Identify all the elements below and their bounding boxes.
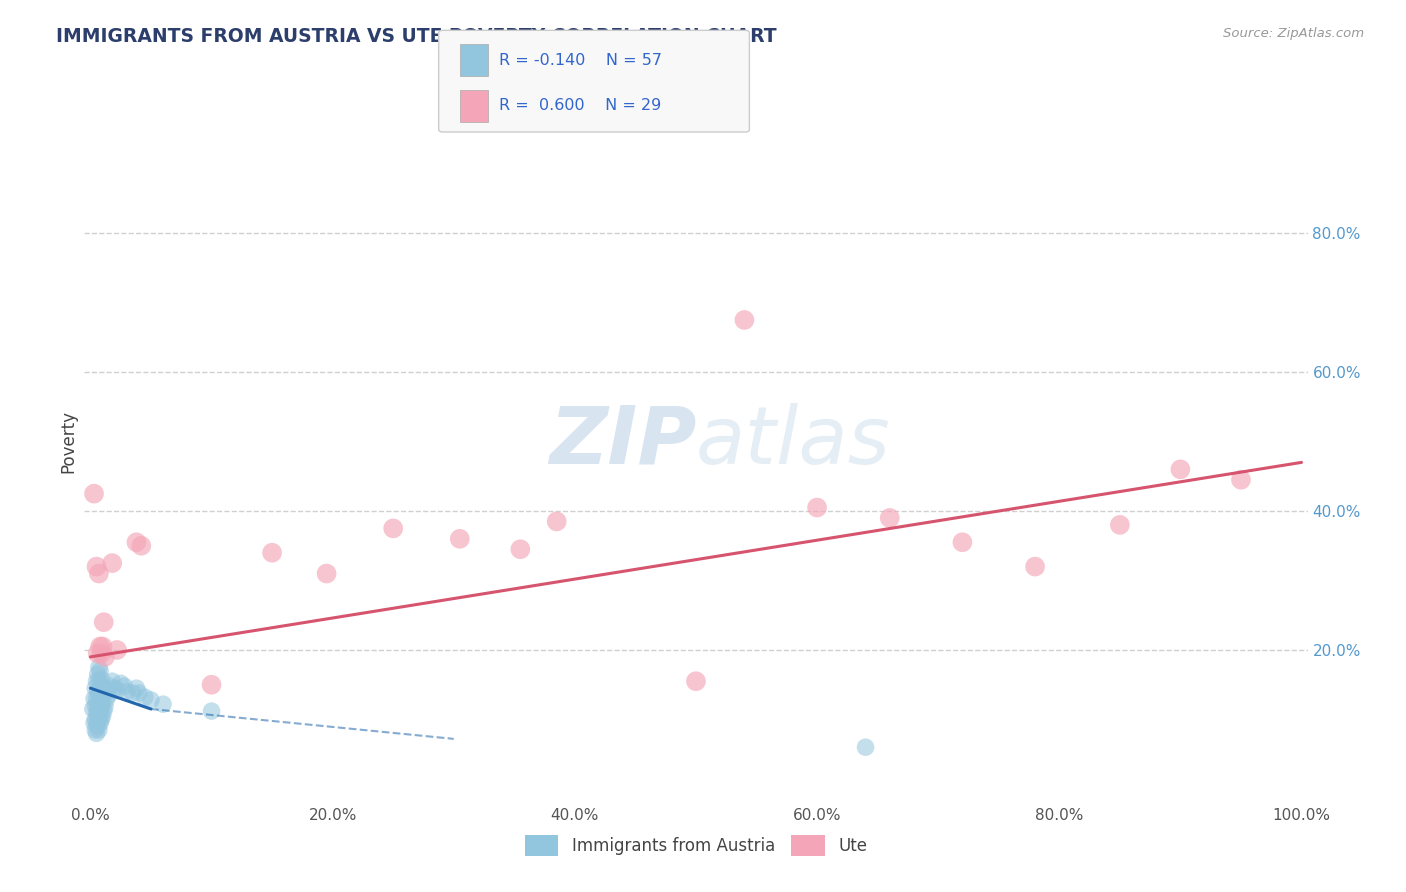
- Point: [90, 688, 112, 702]
- Point: [86, 647, 108, 661]
- Point: [134, 690, 156, 705]
- Point: [93, 704, 115, 718]
- Point: [89, 706, 111, 720]
- Point: [93, 686, 115, 700]
- Point: [96, 693, 118, 707]
- Point: [91, 697, 114, 711]
- Point: [86, 715, 108, 730]
- Point: [509, 542, 531, 557]
- Point: [105, 683, 128, 698]
- Point: [84, 723, 107, 737]
- Point: [87, 674, 110, 689]
- Point: [94, 649, 117, 664]
- Point: [200, 678, 222, 692]
- Point: [546, 515, 568, 529]
- Point: [105, 643, 128, 657]
- Text: Source: ZipAtlas.com: Source: ZipAtlas.com: [1223, 27, 1364, 40]
- Text: atlas: atlas: [696, 402, 891, 481]
- Point: [86, 706, 108, 720]
- Point: [83, 486, 105, 500]
- Text: IMMIGRANTS FROM AUSTRIA VS UTE POVERTY CORRELATION CHART: IMMIGRANTS FROM AUSTRIA VS UTE POVERTY C…: [56, 27, 778, 45]
- Point: [879, 511, 901, 525]
- Point: [152, 697, 174, 711]
- Point: [83, 715, 105, 730]
- Text: R = -0.140    N = 57: R = -0.140 N = 57: [499, 53, 662, 68]
- Point: [86, 698, 108, 713]
- Point: [855, 740, 877, 755]
- Point: [1170, 462, 1192, 476]
- Point: [733, 313, 755, 327]
- Point: [1024, 559, 1046, 574]
- Point: [89, 715, 111, 730]
- Point: [97, 688, 120, 702]
- Point: [87, 723, 110, 737]
- Point: [115, 684, 138, 698]
- Point: [84, 681, 107, 695]
- Point: [94, 700, 117, 714]
- Point: [90, 672, 112, 686]
- Text: ZIP: ZIP: [548, 402, 696, 481]
- Point: [86, 719, 108, 733]
- Point: [82, 702, 104, 716]
- Point: [685, 674, 707, 689]
- Point: [104, 681, 127, 695]
- Point: [89, 681, 111, 695]
- Point: [86, 674, 108, 689]
- Point: [449, 532, 471, 546]
- Point: [84, 713, 107, 727]
- Point: [86, 559, 108, 574]
- Point: [87, 688, 110, 702]
- Point: [110, 676, 132, 690]
- Point: [806, 500, 828, 515]
- Point: [87, 702, 110, 716]
- Point: [90, 647, 112, 661]
- Point: [90, 713, 112, 727]
- Point: [112, 679, 135, 693]
- Point: [89, 695, 111, 709]
- Point: [382, 521, 405, 535]
- Point: [89, 664, 111, 678]
- Point: [262, 546, 284, 560]
- Point: [86, 684, 108, 698]
- Point: [952, 535, 974, 549]
- Point: [86, 691, 108, 706]
- Point: [84, 698, 107, 713]
- Point: [93, 615, 115, 630]
- Point: [89, 640, 111, 654]
- Point: [87, 660, 110, 674]
- Point: [121, 686, 143, 700]
- Point: [91, 681, 114, 695]
- Point: [128, 686, 150, 700]
- Point: [125, 681, 148, 695]
- Point: [1230, 473, 1253, 487]
- Point: [125, 535, 148, 549]
- Point: [86, 726, 108, 740]
- Point: [98, 679, 121, 693]
- Point: [87, 566, 110, 581]
- Point: [315, 566, 337, 581]
- Legend: Immigrants from Austria, Ute: Immigrants from Austria, Ute: [519, 829, 873, 863]
- Point: [101, 556, 124, 570]
- Point: [101, 674, 124, 689]
- Point: [91, 640, 114, 654]
- Text: R =  0.600    N = 29: R = 0.600 N = 29: [499, 98, 661, 113]
- Point: [96, 684, 118, 698]
- Point: [90, 700, 112, 714]
- Point: [86, 709, 108, 723]
- Point: [200, 704, 222, 718]
- Point: [1108, 517, 1130, 532]
- Point: [86, 667, 108, 681]
- Y-axis label: Poverty: Poverty: [59, 410, 77, 473]
- Point: [139, 693, 162, 707]
- Point: [87, 713, 110, 727]
- Point: [83, 691, 105, 706]
- Point: [129, 539, 152, 553]
- Point: [94, 681, 117, 695]
- Point: [91, 709, 114, 723]
